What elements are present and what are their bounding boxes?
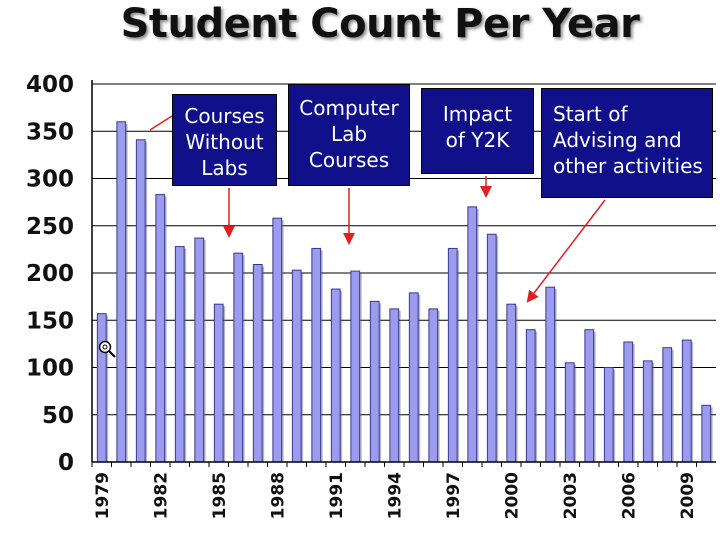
bar-1982 [155,194,166,463]
x-tick-label: 2006 [619,472,639,519]
x-tick-label: 2000 [502,472,522,519]
annotation-impact-of-y2k: Impact of Y2K [421,88,534,174]
bar-2010 [701,404,712,463]
annotation-start-of-advising: Start of Advising and other activities [541,88,713,198]
bar-1980 [116,121,127,463]
bar-1997 [447,247,458,463]
y-tick-label: 400 [26,72,74,98]
bar-1983 [174,246,185,463]
bar-1999 [486,233,497,463]
y-tick-label: 350 [26,119,74,145]
y-tick-label: 0 [58,450,74,476]
bar-1984 [194,237,205,463]
magnifier-icon[interactable] [98,340,116,358]
bar-1991 [330,288,341,463]
axes [91,80,716,467]
bar-1994 [389,308,400,463]
bar-1998 [467,206,478,463]
bar-1993 [369,300,380,463]
y-tick-labels: 0 50 100 150 200 250 300 350 400 [26,72,74,476]
y-tick-label: 250 [26,214,74,240]
annotation-arrows [149,115,606,303]
bar-2009 [681,339,692,463]
bar-2000 [506,303,517,463]
x-tick-label: 1979 [93,472,113,519]
bar-2006 [623,341,634,463]
bar-1988 [272,217,283,463]
bar-2002 [545,286,556,463]
x-tick-label: 1982 [151,472,171,519]
bar-1987 [252,263,263,463]
bar-2001 [525,329,536,463]
bar-2007 [642,360,653,463]
annotation-courses-without-labs: Courses Without Labs [172,94,277,186]
y-tick-label: 50 [42,403,74,429]
x-tick-label: 1994 [385,472,405,519]
y-tick-label: 100 [26,356,74,382]
x-tick-label: 1985 [210,472,230,519]
bar-2005 [603,367,614,463]
x-tick-labels: 1979 1982 1985 1988 1991 1994 1997 2000 2003 2006… [93,472,698,519]
x-tick-label: 2003 [561,472,581,519]
y-tick-label: 300 [26,167,74,193]
y-tick-label: 200 [26,261,74,287]
bar-2003 [564,362,575,463]
bar-1996 [428,308,439,463]
bar-1989 [291,269,302,463]
x-tick-label: 1991 [327,472,347,519]
annotation-arrow-3 [526,199,606,303]
y-tick-label: 150 [26,308,74,334]
chart-title: Student Count Per Year [120,1,640,47]
bar-2008 [662,347,673,463]
x-tick-label: 1988 [268,472,288,519]
annotation-pointer-1980 [149,115,173,131]
bar-1985 [213,303,224,463]
bar-2004 [584,329,595,463]
bar-1986 [233,252,244,463]
annotation-computer-lab-courses: Computer Lab Courses [288,84,410,186]
bar-1990 [311,247,322,463]
bar-1995 [408,292,419,463]
x-tick-label: 2009 [678,472,698,519]
bar-1992 [350,270,361,463]
bar-1979 [96,313,107,463]
bar-1981 [135,139,146,463]
x-tick-label: 1997 [444,472,464,519]
